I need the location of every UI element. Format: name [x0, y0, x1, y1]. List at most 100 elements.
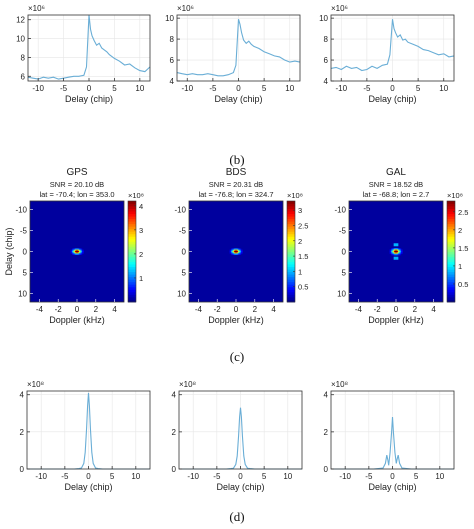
colorbar-segment: [447, 294, 455, 298]
heatmap-cell: [79, 250, 81, 253]
colorbar-segment: [287, 296, 295, 300]
colorbar-segment: [287, 286, 295, 290]
colorbar-segment: [287, 203, 295, 207]
colorbar-frame: [286, 200, 296, 303]
heatmap-cell: [233, 248, 236, 250]
heatmap-cell: [72, 248, 74, 250]
x-tick-label: -5: [209, 84, 217, 93]
colorbar-segment: [447, 203, 455, 207]
heatmap-cell: [72, 249, 74, 252]
heatmap-cell: [396, 249, 399, 252]
y-tick-label: 2: [20, 428, 25, 437]
heatmap-cell: [76, 252, 79, 254]
line-chart-d2: -10 -5 0 5 10 0 2 4×10⁸ Delay (chip): [172, 380, 303, 492]
heatmap-cell: [238, 250, 240, 253]
y-tick-label: 0: [172, 465, 177, 474]
colorbar-tick-label: 4: [139, 202, 143, 211]
x-axis-label: Doppler (kHz): [208, 315, 264, 325]
series-line-d2: [179, 407, 302, 470]
colorbar-segment: [447, 296, 455, 300]
chart-subtitle-2: lat = -70.4; lon = 353.0: [39, 190, 114, 199]
colorbar-frame: [446, 200, 456, 303]
x-tick-label: -4: [195, 305, 203, 314]
heatmap-cell: [73, 252, 76, 254]
colorbar-segment: [447, 291, 455, 295]
colorbar-segment: [447, 236, 455, 240]
heatmap-cell: [73, 253, 76, 255]
colorbar-segment: [128, 238, 136, 242]
colorbar-exponent-label: ×10⁸: [447, 191, 463, 200]
colorbar-segment: [447, 241, 455, 245]
panel-label-c: (c): [229, 349, 245, 364]
heatmap-cell: [392, 250, 395, 253]
heatmap-cell: [399, 250, 402, 253]
heatmap-cell: [232, 249, 235, 252]
colorbar-segment: [447, 276, 455, 280]
heatmap-cell: [80, 249, 83, 252]
colorbar-segment: [128, 259, 136, 262]
x-tick-label: 0: [75, 305, 80, 314]
colorbar-tick-label: 2: [458, 226, 462, 235]
heatmap-cell: [391, 253, 393, 256]
colorbar-segment: [128, 248, 136, 252]
colorbar-segment: [447, 201, 455, 204]
colorbar-segment: [128, 269, 136, 273]
chart-subtitle-2: lat = -68.8; lon = 2.7: [363, 190, 430, 199]
x-tick-label: 2: [253, 305, 258, 314]
colorbar-segment: [447, 266, 455, 270]
x-tick-label: 4: [112, 305, 117, 314]
colorbar-segment: [128, 223, 136, 227]
heatmap-cell: [393, 253, 396, 256]
colorbar-segment: [128, 241, 136, 245]
x-tick-label: 5: [262, 84, 267, 93]
heatmap-cell: [391, 250, 393, 253]
y-tick-label: -10: [174, 205, 186, 214]
heatmap-cell: [233, 249, 236, 252]
y-exponent-label: ×10⁸: [27, 380, 44, 389]
heatmap-cell: [389, 249, 392, 252]
colorbar-segment: [287, 218, 295, 222]
heatmap-cell: [231, 250, 233, 253]
heatmap-cell: [395, 252, 398, 254]
y-exponent-label: ×10⁶: [177, 4, 194, 13]
colorbar-segment: [287, 238, 295, 242]
heatmap-side-lobe: [393, 256, 399, 260]
chart-subtitle: SNR = 20.31 dB: [209, 180, 263, 189]
heatmap-cell: [74, 252, 77, 254]
heatmap-cell: [399, 249, 402, 252]
heatmap-cell: [391, 252, 393, 254]
heatmap-cell: [73, 249, 76, 252]
heatmap-cell: [238, 253, 240, 255]
y-tick-label: 0: [324, 465, 329, 474]
colorbar-segment: [287, 226, 295, 230]
colorbar-segment: [287, 201, 295, 204]
y-exponent-label: ×10⁶: [28, 4, 45, 13]
heatmap-cell: [77, 253, 80, 255]
chart-title: BDS: [226, 167, 247, 178]
heatmap-cell: [72, 252, 74, 254]
colorbar-segment: [447, 269, 455, 273]
colorbar-segment: [287, 279, 295, 283]
colorbar-tick-label: 0.5: [458, 280, 468, 289]
heatmap-cell: [389, 250, 392, 253]
x-tick-label: 10: [285, 84, 294, 93]
colorbar-segment: [128, 284, 136, 288]
colorbar-tick-label: 2.5: [298, 221, 308, 230]
heatmap-cell: [398, 252, 400, 254]
colorbar-segment: [287, 233, 295, 237]
heatmap-cell: [74, 253, 77, 255]
heatmap-cell: [79, 248, 81, 250]
heatmap-cell: [396, 253, 399, 256]
heatmap-cell: [392, 247, 395, 250]
x-tick-label: -10: [335, 84, 347, 93]
panel-label-b: (b): [229, 152, 245, 167]
series-line-d1: [27, 392, 150, 470]
colorbar-segment: [287, 269, 295, 273]
heatmap-side-lobe: [393, 243, 399, 247]
colorbar-segment: [128, 256, 136, 260]
colorbar-segment: [128, 289, 136, 293]
heatmap-cell: [80, 253, 83, 255]
y-exponent-label: ×10⁶: [331, 4, 348, 13]
heatmap-cell: [239, 252, 242, 254]
